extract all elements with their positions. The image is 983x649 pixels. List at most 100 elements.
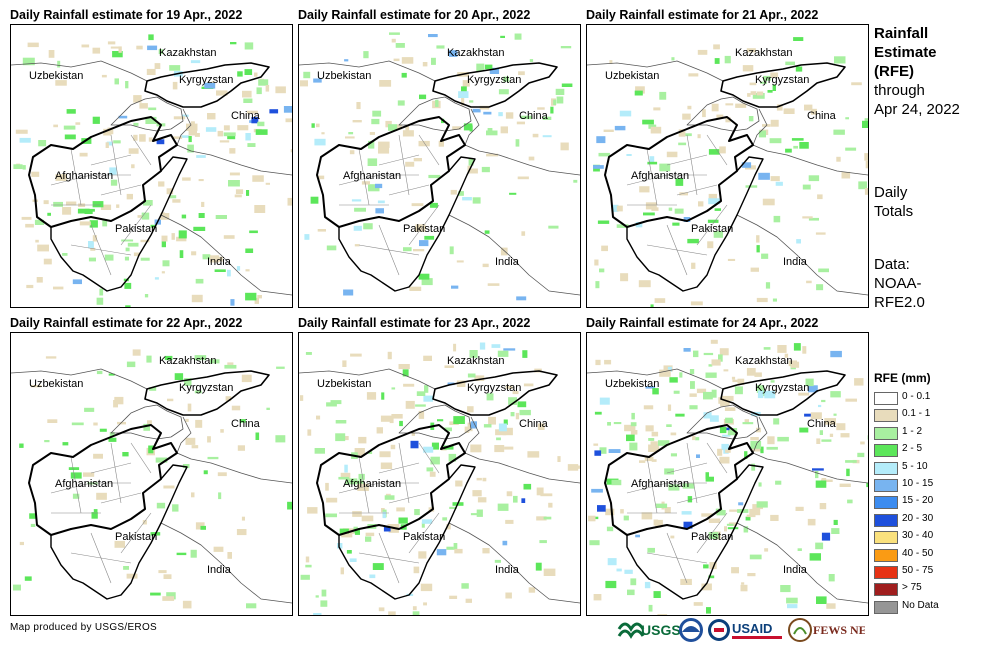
rainfall-cell <box>535 562 542 571</box>
legend-label: 0 - 0.1 <box>902 391 931 402</box>
map-panel-apr20: Daily Rainfall estimate for 20 Apr., 202… <box>298 8 581 308</box>
rainfall-cell <box>444 365 454 368</box>
legend-swatch <box>874 392 898 405</box>
legend-swatch <box>874 444 898 458</box>
rainfall-cell <box>449 506 457 509</box>
rainfall-cell <box>423 446 434 453</box>
rainfall-cell <box>191 492 195 498</box>
rainfall-cell <box>368 184 380 192</box>
rainfall-cell <box>488 416 496 425</box>
rainfall-cell <box>808 217 819 221</box>
rainfall-cell <box>785 61 795 66</box>
rainfall-cell <box>689 405 698 410</box>
rainfall-cell <box>476 477 482 481</box>
pakistan-boundary <box>338 464 476 600</box>
rainfall-cell <box>536 487 544 496</box>
rainfall-cell <box>106 141 113 146</box>
rainfall-cell <box>139 103 148 109</box>
province-boundary <box>90 224 112 276</box>
country-label-kyrgyzstan: Kyrgyzstan <box>755 74 810 86</box>
rainfall-cell <box>821 532 831 541</box>
rainfall-cell <box>365 536 372 542</box>
rainfall-cell <box>505 519 514 524</box>
rainfall-cell <box>804 413 812 417</box>
rainfall-cell <box>174 373 184 380</box>
rainfall-cell <box>207 436 211 443</box>
rainfall-cell <box>670 453 677 457</box>
rainfall-cell <box>223 125 230 131</box>
rainfall-cell <box>826 603 836 609</box>
rainfall-cell <box>13 164 23 169</box>
rainfall-cell <box>37 244 49 252</box>
rainfall-cell <box>727 428 738 436</box>
rainfall-cell <box>630 422 637 427</box>
rainfall-cell <box>815 480 827 488</box>
rainfall-cell <box>411 203 424 207</box>
rainfall-cell <box>616 205 623 212</box>
rainfall-cell <box>802 216 813 219</box>
rainfall-cell <box>88 257 96 262</box>
rainfall-cell <box>807 518 816 526</box>
rainfall-cell <box>696 454 700 458</box>
rainfall-cell <box>479 342 486 350</box>
rainfall-cell <box>793 37 804 41</box>
rainfall-cell <box>161 235 168 242</box>
rainfall-cell <box>557 456 561 462</box>
afghanistan-boundary <box>28 116 178 228</box>
rainfall-cell <box>178 230 187 239</box>
rainfall-cell <box>679 372 683 378</box>
rainfall-cell <box>70 472 82 479</box>
rainfall-cell <box>431 57 436 65</box>
rainfall-cell <box>654 298 666 303</box>
rainfall-cell <box>341 436 349 441</box>
rainfall-cell <box>131 164 135 169</box>
province-boundary <box>706 442 728 474</box>
rainfall-cell <box>630 578 637 586</box>
rainfall-cell <box>87 482 98 485</box>
rainfall-cell <box>845 117 849 120</box>
country-boundary <box>176 416 292 484</box>
rainfall-cell <box>114 540 125 548</box>
rainfall-cell <box>164 355 173 361</box>
panel-title: Daily Rainfall estimate for 22 Apr., 202… <box>10 316 243 330</box>
rainfall-cell <box>13 584 21 591</box>
rainfall-cell <box>802 184 811 190</box>
country-label-pakistan: Pakistan <box>691 531 734 543</box>
rainfall-cell <box>648 444 660 452</box>
rainfall-cell <box>350 353 362 357</box>
rainfall-cell <box>453 543 458 550</box>
rainfall-cell <box>255 129 268 135</box>
rainfall-cell <box>831 528 840 534</box>
panel-title: Daily Rainfall estimate for 20 Apr., 202… <box>298 8 531 22</box>
rainfall-cell <box>670 535 675 539</box>
rainfall-cell <box>276 366 285 369</box>
rainfall-cell <box>593 443 599 446</box>
rainfall-cell <box>105 142 109 148</box>
rainfall-cell <box>866 482 868 488</box>
rainfall-cell <box>833 129 845 135</box>
rainfall-cell <box>719 456 730 464</box>
rainfall-cell <box>428 174 441 179</box>
rainfall-cell <box>117 421 126 425</box>
rainfall-cell <box>143 200 153 206</box>
province-boundary <box>646 148 658 206</box>
rainfall-cell <box>182 114 189 117</box>
usaid-logo-text: USAID <box>732 621 772 636</box>
rainfall-cell <box>316 415 321 420</box>
rainfall-cell <box>616 224 629 228</box>
rainfall-cell <box>75 122 81 125</box>
rainfall-cell <box>358 436 367 444</box>
rainfall-cell <box>635 86 645 94</box>
country-boundary <box>448 214 580 296</box>
country-label-uzbekistan: Uzbekistan <box>317 70 372 82</box>
rainfall-cell <box>405 125 410 132</box>
rainfall-cell <box>114 396 124 405</box>
rainfall-cell <box>204 82 216 89</box>
country-label-kazakhstan: Kazakhstan <box>735 47 793 59</box>
rainfall-cell <box>287 501 292 510</box>
rainfall-cell <box>540 493 553 497</box>
province-boundary <box>408 512 440 554</box>
rainfall-cell <box>299 80 308 87</box>
rainfall-cell <box>38 140 47 147</box>
country-boundary <box>160 522 292 604</box>
